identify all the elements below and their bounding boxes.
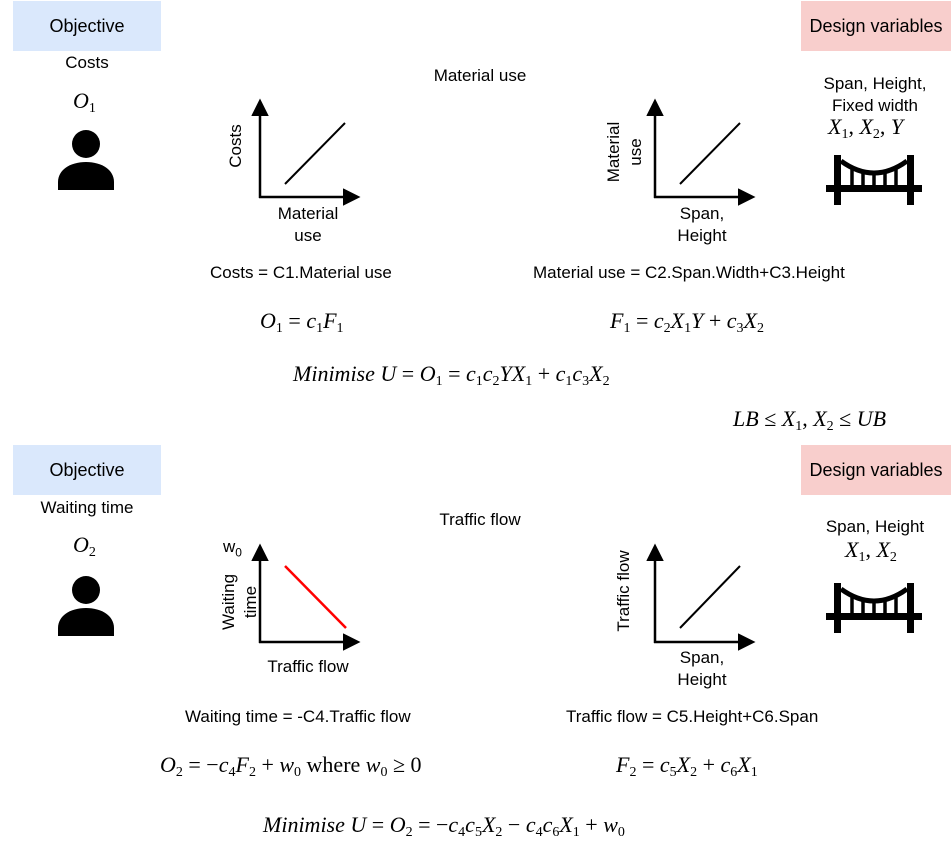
chart2-top-xlabel: Span, Height	[677, 204, 727, 245]
objective-tag-label: Objective	[49, 15, 125, 36]
design-vars-bottom: Span, Height	[825, 517, 925, 536]
objective-symbol-top: O1	[73, 88, 96, 116]
chart2-bottom-xlabel: Span, Height	[677, 648, 727, 689]
chart-material-vs-span	[646, 98, 756, 206]
decreasing-line	[284, 565, 347, 629]
design-variables-tag-label: Design variables	[809, 459, 943, 480]
objective-symbol-bottom: O2	[73, 532, 96, 560]
objective-tag-label: Objective	[49, 459, 125, 480]
bridge-icon	[826, 583, 922, 633]
minimise-bottom: Minimise U = O2 = −c4c5X2 − c4c6X1 + w0	[263, 812, 625, 840]
equation-text-material: Material use = C2.Span.Width+C3.Height	[533, 263, 845, 282]
person-icon	[58, 130, 114, 190]
chart-costs-vs-material	[251, 98, 361, 206]
design-vars-math-top: X1, X2, Y	[828, 114, 904, 142]
equation-text-traffic: Traffic flow = C5.Height+C6.Span	[566, 707, 819, 726]
chart1-top-ylabel: Costs	[226, 124, 245, 168]
equation-math-f2: F2 = c5X2 + c6X1	[616, 752, 758, 780]
design-vars-math-bottom: X1, X2	[845, 537, 897, 565]
equation-text-costs: Costs = C1.Material use	[210, 263, 392, 282]
objective-name-top: Costs	[65, 53, 109, 72]
person-icon	[58, 576, 114, 636]
equation-math-o1: O1 = c1F1	[260, 308, 344, 336]
trend-line	[284, 122, 346, 185]
objective-tag-bottom: Objective	[13, 445, 161, 495]
chart-waiting-vs-traffic	[251, 543, 361, 651]
middle-title-bottom: Traffic flow	[439, 510, 521, 529]
chart1-top-xlabel: Material use	[277, 204, 339, 245]
equation-math-o2: O2 = −c4F2 + w0 where w0 ≥ 0	[160, 752, 422, 780]
chart1-bottom-ylabel: Waiting time	[219, 573, 260, 631]
w0-marker: w0	[223, 537, 242, 560]
equation-math-f1: F1 = c2X1Y + c3X2	[610, 308, 764, 336]
middle-title-top: Material use	[433, 66, 527, 85]
design-variables-tag-label: Design variables	[809, 15, 943, 36]
bridge-icon	[826, 155, 922, 205]
minimise-top: Minimise U = O1 = c1c2YX1 + c1c3X2	[293, 361, 610, 389]
design-variables-tag-bottom: Design variables	[801, 445, 951, 495]
chart-traffic-vs-span	[646, 543, 756, 651]
objective-tag-top: Objective	[13, 1, 161, 51]
chart2-bottom-ylabel: Traffic flow	[614, 550, 633, 632]
bounds-constraint: LB ≤ X1, X2 ≤ UB	[733, 406, 887, 434]
objective-name-bottom: Waiting time	[40, 498, 134, 517]
design-vars-top: Span, Height, Fixed width	[823, 74, 927, 115]
equation-text-waiting: Waiting time = -C4.Traffic flow	[185, 707, 411, 726]
design-variables-tag-top: Design variables	[801, 1, 951, 51]
chart1-bottom-xlabel: Traffic flow	[267, 657, 349, 676]
chart2-top-ylabel: Material use	[604, 121, 645, 183]
